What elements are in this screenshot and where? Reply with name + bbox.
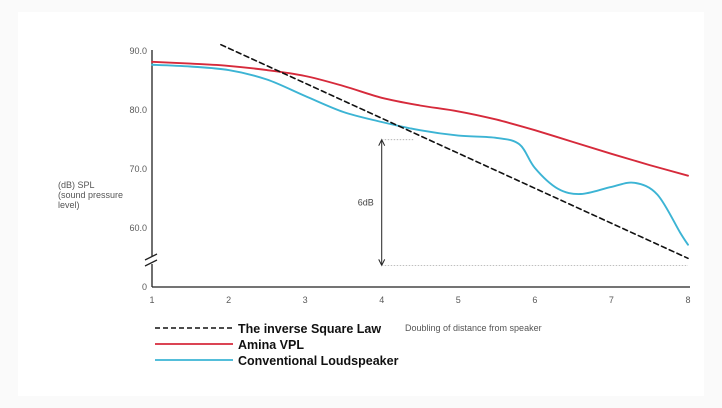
legend-label-conventional-loudspeaker: Conventional Loudspeaker	[238, 354, 399, 368]
x-tick-label: 8	[685, 295, 690, 305]
axis-break-gap	[144, 256, 160, 264]
series-line-conventional-loudspeaker	[151, 63, 689, 246]
y-axis-title-line: (sound pressure	[58, 190, 123, 200]
y-tick-label: 60.0	[129, 223, 147, 233]
y-tick-label: 70.0	[129, 164, 147, 174]
series-line-amina-vpl	[151, 60, 689, 177]
axis-break-mark	[144, 253, 158, 261]
y-axis-title-line: (dB) SPL	[58, 180, 95, 190]
y-axis-title-line: level)	[58, 200, 80, 210]
annotation-label: 6dB	[358, 198, 374, 208]
x-tick-label: 6	[532, 295, 537, 305]
x-tick-label: 2	[226, 295, 231, 305]
axis-break-mark	[144, 259, 158, 267]
y-tick-label: 80.0	[129, 105, 147, 115]
annotation-arrowhead-top	[378, 138, 386, 146]
axes	[144, 50, 690, 288]
legend: The inverse Square Law Amina VPL Convent…	[155, 322, 399, 368]
chart-card	[18, 12, 704, 396]
6db-annotation: 6dB	[358, 138, 688, 267]
x-tick-label: 5	[456, 295, 461, 305]
legend-label-amina-vpl: Amina VPL	[238, 338, 304, 352]
y-tick-labels: 90.0 80.0 70.0 60.0 0	[129, 46, 147, 292]
legend-label-inverse-square-law: The inverse Square Law	[238, 322, 381, 336]
x-axis-title: Doubling of distance from speaker	[405, 323, 542, 333]
x-tick-label: 3	[303, 295, 308, 305]
annotation-arrowhead-bottom	[378, 259, 386, 267]
x-tick-label: 1	[149, 295, 154, 305]
series-lines	[151, 43, 689, 260]
x-tick-labels: 1 2 3 4 5 6 7 8	[149, 295, 690, 305]
y-axis-title: (dB) SPL (sound pressure level)	[58, 180, 123, 210]
x-tick-label: 4	[379, 295, 384, 305]
x-tick-label: 7	[609, 295, 614, 305]
series-line-the-inverse-square-law	[220, 43, 689, 260]
y-tick-label: 0	[142, 282, 147, 292]
y-tick-label: 90.0	[129, 46, 147, 56]
